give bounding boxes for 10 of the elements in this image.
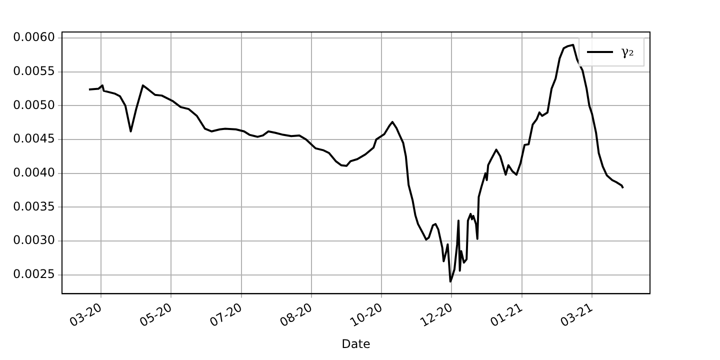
- y-tick-label: 0.0030: [12, 233, 55, 248]
- y-tick-label: 0.0060: [12, 30, 55, 44]
- y-tick-label: 0.0035: [12, 199, 55, 214]
- y-tick-label: 0.0025: [12, 266, 55, 281]
- x-axis-title: Date: [342, 336, 370, 351]
- y-tick-label: 0.0040: [12, 165, 55, 180]
- y-tick-label: 0.0050: [12, 98, 55, 112]
- y-tick-label: 0.0055: [12, 64, 55, 78]
- y-tick-label: 0.0045: [12, 132, 55, 146]
- legend-label: γ₂: [621, 44, 634, 60]
